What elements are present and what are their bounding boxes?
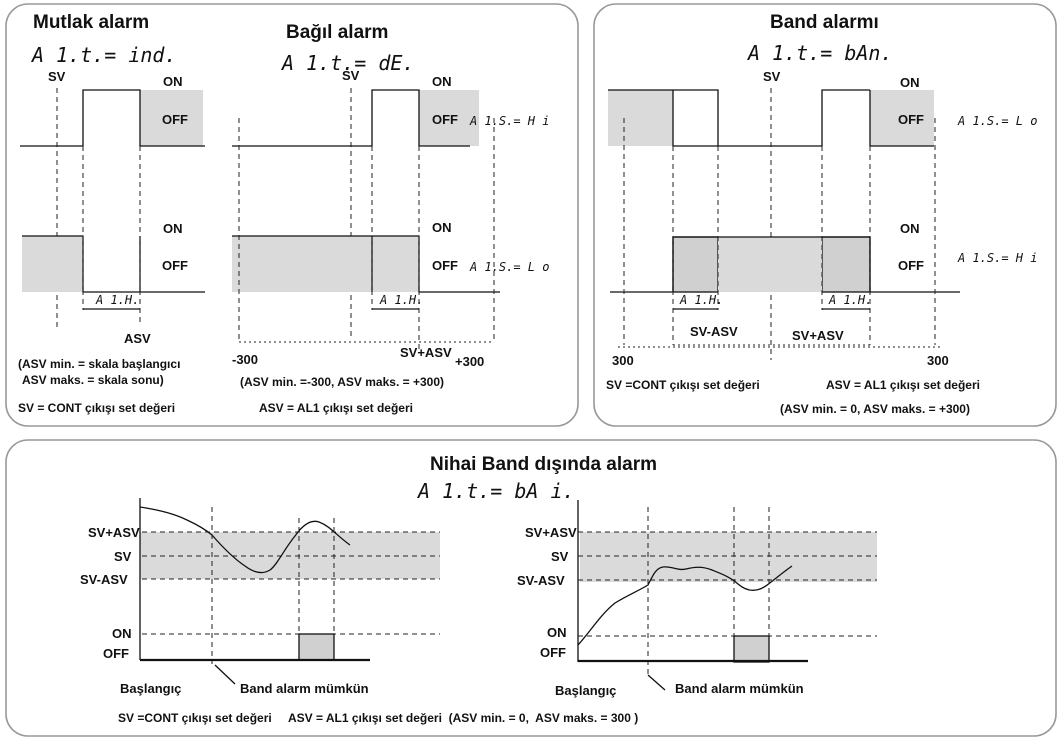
abs-title: Mutlak alarm — [33, 12, 149, 33]
final-left-curve — [139, 506, 351, 574]
band-code: A 1.t.= bAn. — [746, 41, 893, 65]
band-a1s-lo: A 1.S.= L o — [957, 114, 1037, 128]
rel-code: A 1.t.= dE. — [280, 51, 414, 75]
rel-minus300: -300 — [232, 352, 258, 367]
abs-note-2: ASV maks. = skala sonu) — [22, 373, 164, 387]
final-left-alarm-pulse — [298, 633, 335, 661]
rel-on-top: ON — [432, 74, 452, 89]
band-off-shade-top-l — [608, 90, 673, 146]
final-left-enable: Band alarm mümkün — [240, 681, 369, 696]
final-right-y-svmin: SV-ASV — [517, 573, 565, 588]
final-left-start: Başlangıç — [120, 681, 181, 696]
abs-on-bot: ON — [163, 221, 183, 236]
band-sv-minus: SV-ASV — [690, 324, 738, 339]
left-asv-def: ASV = AL1 çıkışı set değeri — [259, 401, 413, 415]
abs-asv: ASV — [124, 331, 151, 346]
band-off-top: OFF — [898, 112, 924, 127]
final-right-y-off: OFF — [540, 645, 566, 660]
abs-off-top: OFF — [162, 112, 188, 127]
band-a1s-hi: A 1.S.= H i — [957, 251, 1037, 265]
band-pulse-bot — [610, 236, 960, 293]
final-right-start: Başlangıç — [555, 683, 616, 698]
rel-a1s-lo: A 1.S.= L o — [469, 260, 549, 274]
abs-a1h: A 1.H. — [95, 293, 139, 307]
band-a1h1: A 1.H. — [679, 293, 723, 307]
final-left-y-on: ON — [112, 626, 132, 641]
rel-off-shade-bot-2 — [372, 236, 419, 292]
rel-off-shade-top — [419, 90, 479, 146]
final-right-curve — [577, 565, 793, 646]
rel-svasv: SV+ASV — [400, 345, 452, 360]
final-right-y-on: ON — [547, 625, 567, 640]
band-right300: 300 — [927, 353, 949, 368]
band-sv-label: SV — [763, 69, 781, 84]
final-right-enable-pointer — [647, 674, 666, 691]
final-left-y-sv: SV — [114, 549, 132, 564]
abs-off-shade-bot — [22, 236, 83, 292]
abs-off-shade-top — [140, 90, 203, 146]
final-code: A 1.t.= bA i. — [416, 479, 575, 503]
band-off-shade-top-r — [870, 90, 934, 146]
band-sv-def: SV =CONT çıkışı set değeri — [606, 378, 760, 392]
rel-off-bot: OFF — [432, 258, 458, 273]
band-on-top: ON — [900, 75, 920, 90]
final-right-enable: Band alarm mümkün — [675, 681, 804, 696]
panel-final-band — [5, 439, 1057, 737]
final-left-y-svmin: SV-ASV — [80, 572, 128, 587]
final-title: Nihai Band dışında alarm — [430, 454, 657, 475]
abs-note-1: (ASV min. = skala başlangıcı — [18, 357, 180, 371]
final-right-y-sv: SV — [551, 549, 569, 564]
rel-a1h: A 1.H. — [379, 293, 423, 307]
rel-note: (ASV min. =-300, ASV maks. = +300) — [240, 375, 444, 389]
band-asv-def: ASV = AL1 çıkışı set değeri — [826, 378, 980, 392]
band-off-shade-bot-m — [718, 237, 822, 292]
band-off-shade-bot-l — [672, 236, 719, 293]
band-off-bot: OFF — [898, 258, 924, 273]
panel-band — [593, 3, 1057, 427]
final-left-y-off: OFF — [103, 646, 129, 661]
band-on-bot: ON — [900, 221, 920, 236]
rel-a1s-hi: A 1.S.= H i — [469, 114, 549, 128]
abs-code: A 1.t.= ind. — [30, 43, 177, 67]
abs-off-bot: OFF — [162, 258, 188, 273]
rel-plus300: +300 — [455, 354, 484, 369]
band-off-shade-bot-r — [821, 236, 871, 293]
left-sv-def: SV = CONT çıkışı set değeri — [18, 401, 175, 415]
band-left300: 300 — [612, 353, 634, 368]
final-footer: SV =CONT çıkışı set değeri ASV = AL1 çık… — [118, 711, 638, 725]
rel-off-top: OFF — [432, 112, 458, 127]
final-right-y-svasv: SV+ASV — [525, 525, 577, 540]
rel-on-bot: ON — [432, 220, 452, 235]
panel-absolute-relative — [5, 3, 579, 427]
rel-sv-label: SV — [342, 68, 360, 83]
abs-on-top: ON — [163, 74, 183, 89]
abs-pulse-top — [20, 89, 205, 147]
rel-title: Bağıl alarm — [286, 22, 388, 43]
band-note: (ASV min. = 0, ASV maks. = +300) — [780, 402, 970, 416]
final-left-y-svasv: SV+ASV — [88, 525, 140, 540]
abs-sv-label: SV — [48, 69, 66, 84]
rel-pulse-top — [232, 89, 470, 147]
rel-off-shade-bot-1 — [232, 236, 372, 292]
final-left-enable-pointer — [214, 664, 236, 685]
final-right-alarm-pulse — [733, 635, 770, 663]
band-a1h2: A 1.H. — [828, 293, 872, 307]
band-sv-plus: SV+ASV — [792, 328, 844, 343]
band-title: Band alarmı — [770, 12, 879, 33]
final-right-band — [580, 532, 877, 582]
